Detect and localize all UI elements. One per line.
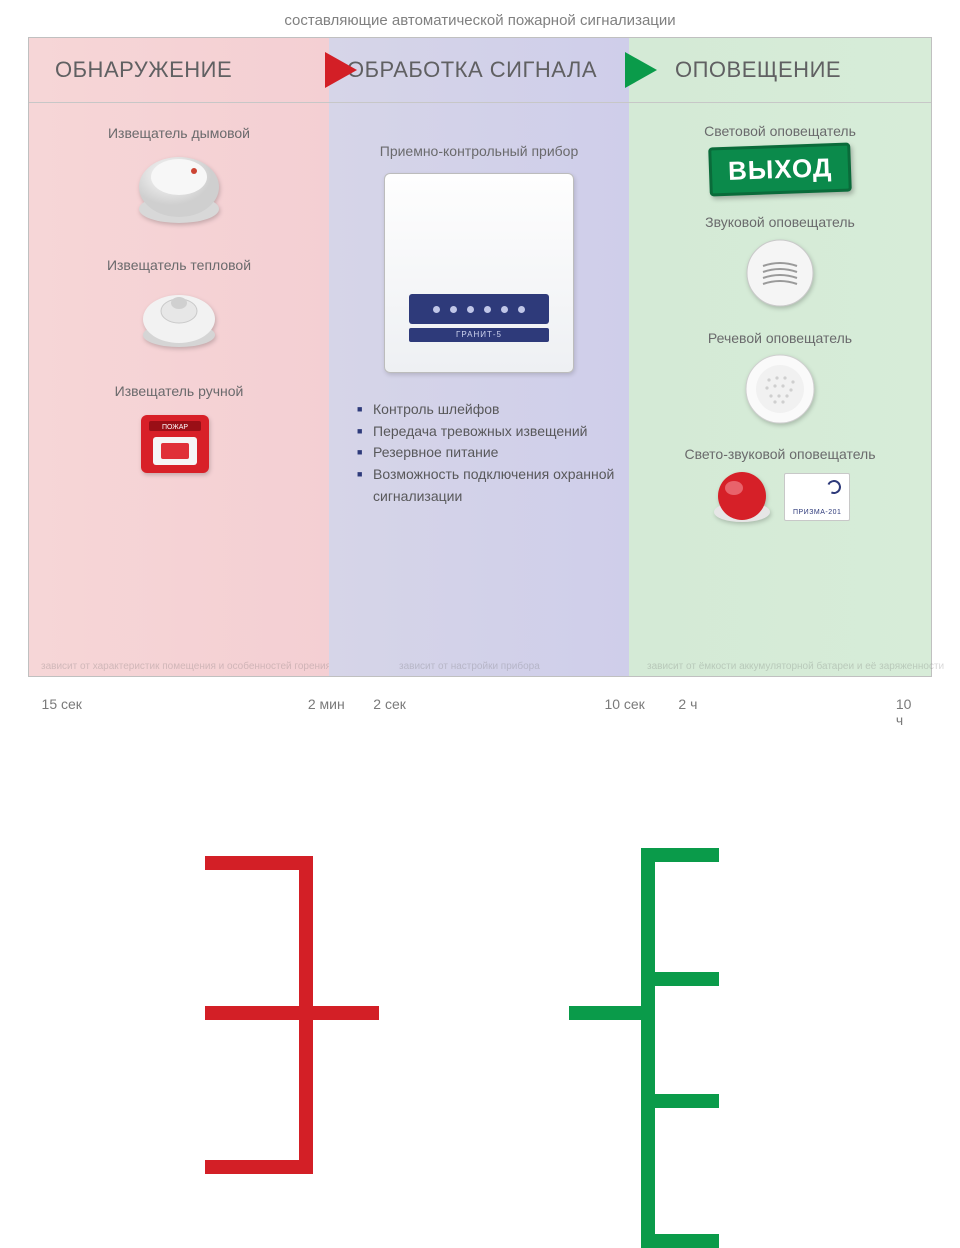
siren-icon xyxy=(743,236,817,310)
svg-text:ПОЖАР: ПОЖАР xyxy=(162,424,188,431)
panel-indicator-strip xyxy=(409,294,549,324)
feature-list: Контроль шлейфов Передача тревожных изве… xyxy=(357,399,629,507)
notifier-speech-label: Речевой оповещатель xyxy=(629,330,931,346)
feature-item: Возможность подключения охранной сигнали… xyxy=(357,464,629,507)
column-processing-title: ОБРАБОТКА СИГНАЛА xyxy=(329,57,597,83)
smoke-detector-icon xyxy=(134,149,224,227)
column-notification-header: ОПОВЕЩЕНИЕ xyxy=(629,38,931,102)
column-detection-title: ОБНАРУЖЕНИЕ xyxy=(29,57,232,83)
panel-brand-label: ГРАНИТ-5 xyxy=(409,328,549,342)
timeline-label: 10 сек xyxy=(604,696,644,712)
notifier-speech: Речевой оповещатель xyxy=(629,330,931,426)
exit-sign-icon: ВЫХОД xyxy=(708,143,852,197)
column-processing-header: ОБРАБОТКА СИГНАЛА xyxy=(329,38,629,102)
prizma-card-label: ПРИЗМА-201 xyxy=(785,509,849,516)
arrow-red-icon xyxy=(325,52,357,88)
detector-manual: Извещатель ручной ПОЖАР xyxy=(29,383,329,483)
detector-smoke: Извещатель дымовой xyxy=(29,125,329,227)
detector-manual-label: Извещатель ручной xyxy=(29,383,329,399)
control-panel-block: Приемно-контрольный прибор ГРАНИТ-5 Конт… xyxy=(329,103,629,507)
notifier-combo: Свето-звуковой оповещатель ПРИЗМА-201 xyxy=(629,446,931,526)
column-processing: ОБРАБОТКА СИГНАЛА Приемно-контрольный пр… xyxy=(329,38,629,676)
timeline: 15 сек 2 мин 2 сек 10 сек 2 ч 10 ч xyxy=(28,690,932,718)
feature-item: Контроль шлейфов xyxy=(357,399,629,421)
column-notification-title: ОПОВЕЩЕНИЕ xyxy=(629,57,841,83)
notifier-combo-label: Свето-звуковой оповещатель xyxy=(629,446,931,462)
column-detection-header: ОБНАРУЖЕНИЕ xyxy=(29,38,329,102)
prizma-card-icon: ПРИЗМА-201 xyxy=(784,473,850,521)
notifier-sound-label: Звуковой оповещатель xyxy=(629,214,931,230)
detector-smoke-label: Извещатель дымовой xyxy=(29,125,329,141)
column-notification: ОПОВЕЩЕНИЕ Световой оповещатель ВЫХОД Зв… xyxy=(629,38,931,676)
combo-device-icon: ПРИЗМА-201 xyxy=(629,468,931,526)
timeline-label: 15 сек xyxy=(42,696,82,712)
timeline-label: 10 ч xyxy=(896,696,914,728)
feature-item: Передача тревожных извещений xyxy=(357,421,629,443)
arrow-green-icon xyxy=(625,52,657,88)
heat-detector-icon xyxy=(137,281,221,353)
detector-heat-label: Извещатель тепловой xyxy=(29,257,329,273)
notifier-list: Световой оповещатель ВЫХОД Звуковой опов… xyxy=(629,103,931,526)
manual-callpoint-icon: ПОЖАР xyxy=(131,407,227,483)
feature-item: Резервное питание xyxy=(357,442,629,464)
control-panel-label: Приемно-контрольный прибор xyxy=(329,143,629,159)
timeline-label: 2 сек xyxy=(373,696,406,712)
detector-heat: Извещатель тепловой xyxy=(29,257,329,353)
control-panel-icon: ГРАНИТ-5 xyxy=(384,173,574,373)
notifier-sound: Звуковой оповещатель xyxy=(629,214,931,310)
speaker-icon xyxy=(743,352,817,426)
page-title: составляющие автоматической пожарной сиг… xyxy=(0,0,960,37)
timeline-label: 2 мин xyxy=(308,696,345,712)
notifier-light: Световой оповещатель ВЫХОД xyxy=(629,123,931,194)
column-detection: ОБНАРУЖЕНИЕ Извещатель дымовой xyxy=(29,38,329,676)
diagram-frame: ОБНАРУЖЕНИЕ Извещатель дымовой xyxy=(28,37,932,677)
footer-caption-notification: зависит от ёмкости аккумуляторной батаре… xyxy=(647,661,944,672)
detector-list: Извещатель дымовой Извещатель тепловой xyxy=(29,103,329,483)
footer-caption-processing: зависит от настройки прибора xyxy=(399,661,540,672)
timeline-label: 2 ч xyxy=(678,696,697,712)
notifier-light-label: Световой оповещатель xyxy=(629,123,931,139)
